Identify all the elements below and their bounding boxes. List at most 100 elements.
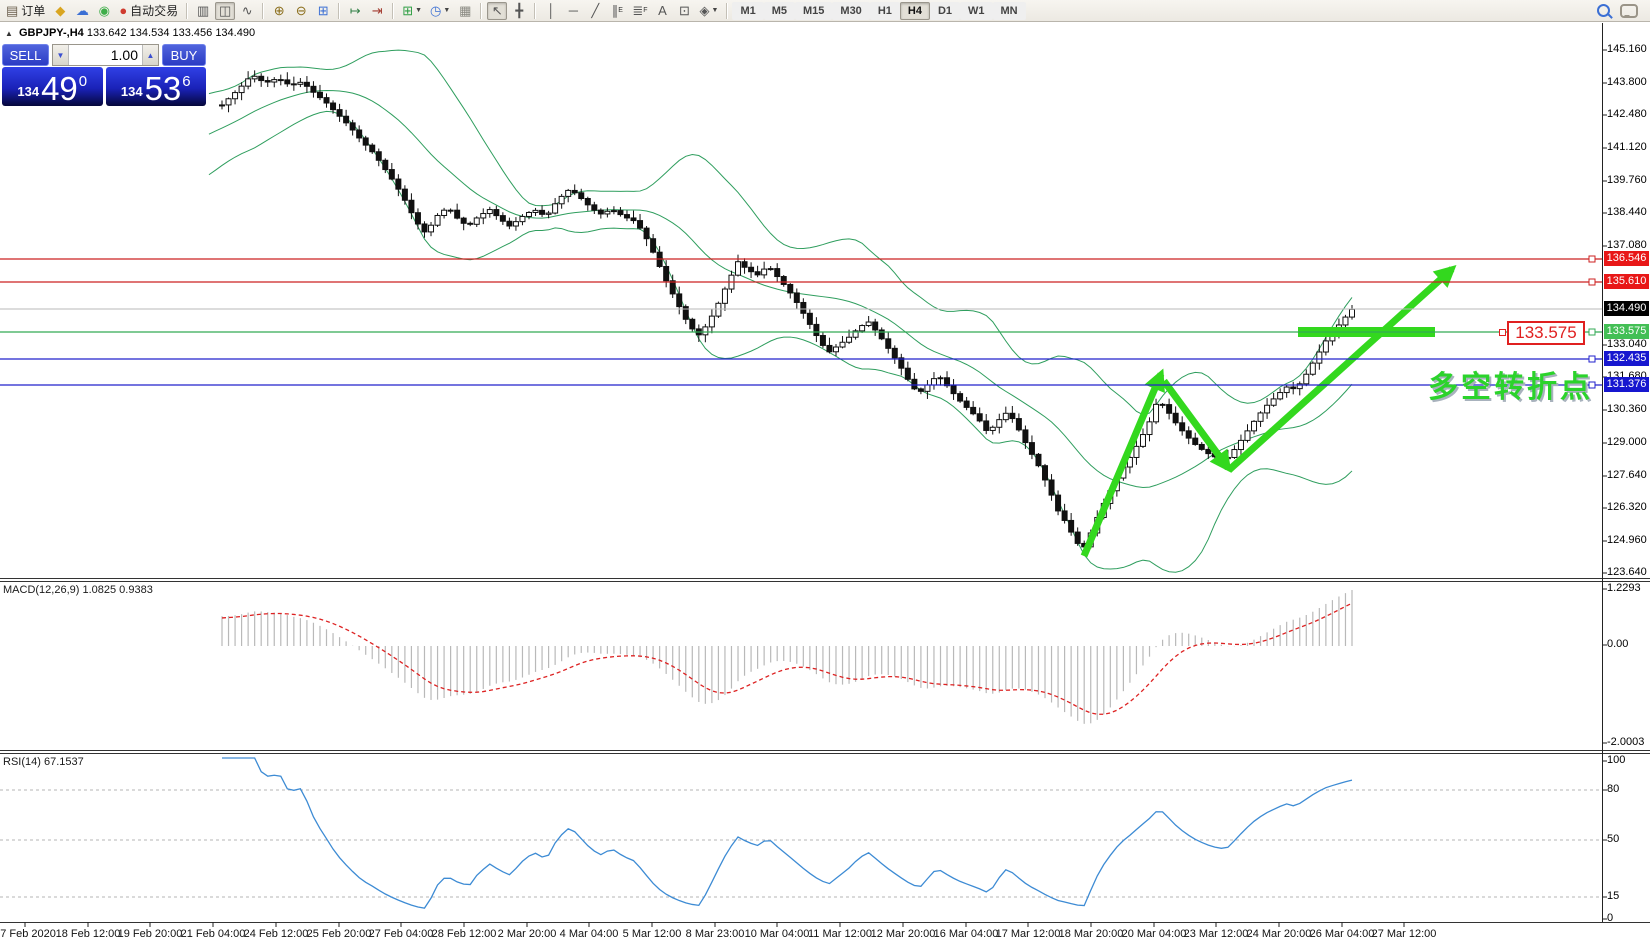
annotation-note[interactable]: 多空转折点: [1428, 371, 1593, 404]
price-level-flag[interactable]: 133.575: [1507, 321, 1585, 345]
price-tick[interactable]: 123.640: [1607, 566, 1647, 578]
time-tick[interactable]: 8 Mar 23:00: [685, 928, 745, 940]
price-tick[interactable]: 138.440: [1607, 206, 1647, 218]
zoom-in-button[interactable]: ⊕: [269, 2, 289, 20]
period-dropdown-icon[interactable]: ▼: [443, 6, 451, 14]
auto-scroll-button[interactable]: ↦: [345, 2, 365, 20]
price-tick[interactable]: 145.160: [1607, 43, 1647, 55]
crosshair-button[interactable]: ╋: [509, 2, 529, 20]
time-tick[interactable]: 18 Feb 12:00: [55, 928, 121, 940]
time-tick[interactable]: 25 Feb 20:00: [306, 928, 372, 940]
add-indicator-dropdown-icon[interactable]: ▼: [415, 6, 423, 14]
timeframe-d1-button[interactable]: D1: [929, 1, 960, 20]
timeframe-m15-button[interactable]: M15: [795, 1, 833, 20]
sell-button[interactable]: SELL: [2, 44, 49, 66]
rsi-value: 67.1537: [43, 756, 84, 768]
macd-axis-tick[interactable]: 1.2293: [1607, 582, 1641, 594]
new-order-button[interactable]: ▤ 订单: [3, 2, 48, 20]
timeframe-m5-button[interactable]: M5: [763, 1, 795, 20]
time-tick[interactable]: 4 Mar 04:00: [559, 928, 619, 940]
tile-windows-button[interactable]: ⊞: [313, 2, 333, 20]
price-tick[interactable]: 142.480: [1607, 108, 1647, 120]
time-tick[interactable]: 11 Mar 12:00: [807, 928, 873, 940]
rsi-axis-tick[interactable]: 15: [1607, 890, 1620, 902]
add-indicator-button[interactable]: ⊞ ▼: [399, 2, 425, 20]
time-tick[interactable]: 20 Mar 04:00: [1121, 928, 1187, 940]
price-tick[interactable]: 129.000: [1607, 436, 1647, 448]
volume-down-button[interactable]: ▼: [53, 45, 68, 65]
price-tick[interactable]: 143.800: [1607, 76, 1647, 88]
volume-up-button[interactable]: ▲: [143, 45, 158, 65]
broadcast-button[interactable]: ◉: [94, 2, 114, 20]
buy-button[interactable]: BUY: [162, 44, 206, 66]
time-tick[interactable]: 27 Mar 12:00: [1371, 928, 1437, 940]
candle-chart-button[interactable]: ◫: [215, 1, 236, 20]
fibonacci-button[interactable]: ≣ F: [629, 2, 650, 20]
timeframe-w1-button[interactable]: W1: [960, 1, 993, 20]
sell-price[interactable]: 134 49 0: [2, 67, 103, 106]
chart-shift-button[interactable]: ⇥: [367, 2, 387, 20]
price-tick[interactable]: 127.640: [1607, 469, 1647, 481]
price-tick[interactable]: 124.960: [1607, 534, 1647, 546]
zoom-out-button[interactable]: ⊖: [291, 2, 311, 20]
rsi-axis-tick[interactable]: 0: [1607, 912, 1614, 924]
time-tick[interactable]: 12 Mar 20:00: [870, 928, 936, 940]
chart-profile-button[interactable]: ◆: [50, 2, 70, 20]
chat-icon[interactable]: [1620, 3, 1638, 18]
price-tick[interactable]: 133.040: [1607, 338, 1647, 350]
line-chart-button[interactable]: ∿: [237, 2, 257, 20]
time-tick[interactable]: 17 Mar 12:00: [995, 928, 1061, 940]
price-tick[interactable]: 137.080: [1607, 239, 1647, 251]
autotrade-button[interactable]: ● 自动交易: [116, 2, 181, 20]
volume-input[interactable]: [68, 45, 143, 65]
timeframe-h1-button[interactable]: H1: [869, 1, 900, 20]
time-tick[interactable]: 5 Mar 12:00: [622, 928, 682, 940]
price-level-flag-anchor[interactable]: [1499, 329, 1506, 336]
timeframe-mn-button[interactable]: MN: [992, 1, 1026, 20]
time-tick[interactable]: 19 Feb 20:00: [117, 928, 183, 940]
price-tick[interactable]: 126.320: [1607, 501, 1647, 513]
time-tick[interactable]: 28 Feb 12:00: [431, 928, 497, 940]
text-button[interactable]: A: [653, 2, 673, 20]
templates-button[interactable]: ▦: [455, 2, 475, 20]
timeframe-m1-button[interactable]: M1: [732, 1, 764, 20]
publish-button[interactable]: ☁: [72, 2, 92, 20]
text-label-button[interactable]: ⊡: [675, 2, 695, 20]
time-tick[interactable]: 18 Mar 20:00: [1058, 928, 1124, 940]
search-icon[interactable]: [1597, 4, 1610, 17]
channel-button[interactable]: ∥ E: [607, 2, 627, 20]
time-tick[interactable]: 10 Mar 04:00: [744, 928, 810, 940]
trend-arrow[interactable]: [1161, 378, 1232, 473]
vertical-line-button[interactable]: │: [541, 2, 561, 20]
rsi-axis-tick[interactable]: 80: [1607, 783, 1620, 795]
buy-price[interactable]: 134 53 6: [105, 67, 206, 106]
shapes-dropdown-icon[interactable]: ▼: [711, 6, 719, 14]
time-tick[interactable]: 17 Feb 2020: [0, 928, 56, 940]
trend-arrow[interactable]: [1226, 264, 1457, 473]
macd-axis-tick[interactable]: 0.00: [1607, 638, 1629, 650]
price-tick[interactable]: 141.120: [1607, 141, 1647, 153]
time-tick[interactable]: 2 Mar 20:00: [497, 928, 557, 940]
rsi-axis-tick[interactable]: 100: [1607, 754, 1626, 766]
time-tick[interactable]: 24 Mar 20:00: [1246, 928, 1312, 940]
shapes-button[interactable]: ◈ ▼: [697, 2, 722, 20]
time-tick[interactable]: 21 Feb 04:00: [180, 928, 246, 940]
time-tick[interactable]: 27 Feb 04:00: [368, 928, 434, 940]
time-tick[interactable]: 16 Mar 04:00: [933, 928, 999, 940]
timeframe-h4-button[interactable]: H4: [899, 1, 930, 20]
cursor-button[interactable]: ↖: [487, 1, 508, 20]
price-tick[interactable]: 130.360: [1607, 403, 1647, 415]
price-tick[interactable]: 139.760: [1607, 174, 1647, 186]
time-tick[interactable]: 24 Feb 12:00: [243, 928, 309, 940]
trend-arrow[interactable]: [1080, 368, 1165, 558]
period-button[interactable]: ◷ ▼: [427, 2, 453, 20]
time-tick[interactable]: 26 Mar 04:00: [1309, 928, 1375, 940]
macd-axis-tick[interactable]: -2.0003: [1607, 736, 1645, 748]
horizontal-line-button[interactable]: ─: [563, 2, 583, 20]
rsi-axis-tick[interactable]: 50: [1607, 833, 1620, 845]
trendline-button[interactable]: ╱: [585, 2, 605, 20]
time-tick[interactable]: 23 Mar 12:00: [1183, 928, 1249, 940]
bar-chart-button[interactable]: ▥: [193, 2, 213, 20]
timeframe-m30-button[interactable]: M30: [832, 1, 870, 20]
